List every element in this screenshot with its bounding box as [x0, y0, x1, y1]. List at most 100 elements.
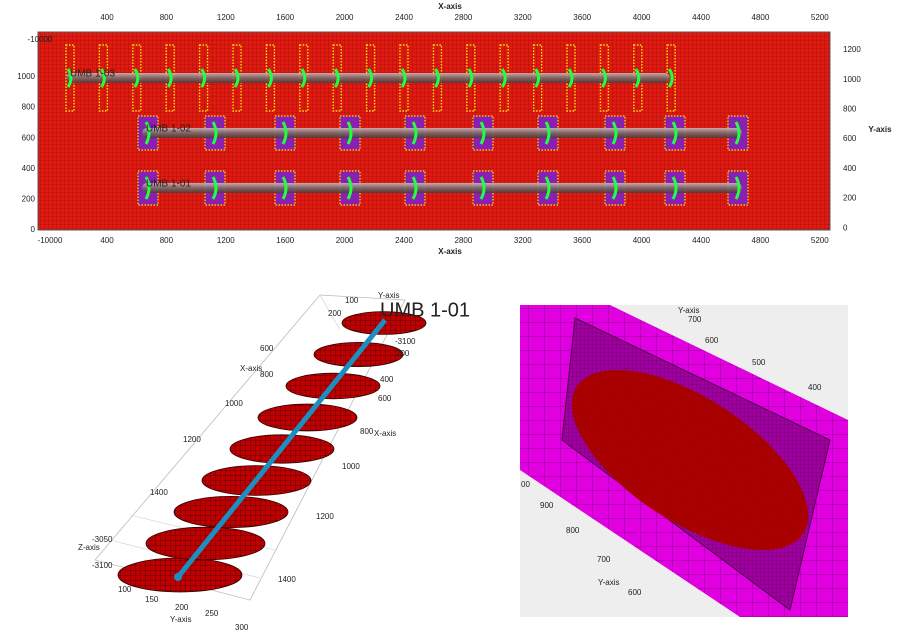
tick-label: 1200 — [316, 512, 334, 521]
x-tick-label: -10000 — [38, 236, 63, 245]
tick-label: 1200 — [183, 435, 201, 444]
wellbore — [176, 318, 387, 579]
x-tick-label: 5200 — [811, 13, 829, 22]
fracture — [100, 68, 106, 88]
fracture — [233, 68, 240, 88]
fracture — [144, 121, 151, 145]
x-tick-label: 800 — [160, 236, 174, 245]
well: UMB 1-01 — [137, 170, 749, 206]
fracture — [281, 121, 288, 145]
tick-label: 800 — [260, 370, 274, 379]
well-label: UMB 1-03 — [70, 69, 115, 80]
fracture — [333, 68, 340, 88]
fracture — [467, 68, 474, 88]
x-tick-label: 5200 — [811, 236, 829, 245]
x-tick-label: 400 — [100, 236, 114, 245]
tick-label: 1400 — [150, 488, 168, 497]
tick-label: 1000 — [225, 399, 243, 408]
x-tick-label: 1200 — [217, 13, 235, 22]
x-tick-label: 4400 — [692, 13, 710, 22]
fracture — [601, 68, 607, 88]
y-tick-label: 600 — [843, 134, 857, 143]
axis-title: X-axis — [438, 247, 462, 256]
fracture — [734, 176, 741, 200]
x-tick-label: 3200 — [514, 13, 532, 22]
wellbore — [142, 183, 742, 193]
tick-label: 200 — [175, 603, 189, 612]
y-tick-label: 800 — [22, 103, 36, 112]
tick-label: 150 — [145, 595, 159, 604]
top-view: 400 800 1200 1600 2000 2400 2800 3200 3600 4000 44… — [17, 2, 892, 256]
x-tick-label: 3600 — [573, 13, 591, 22]
fracture — [367, 68, 374, 88]
fracture — [211, 121, 218, 145]
tick-label: 800 — [360, 427, 374, 436]
x-tick-label: 1600 — [276, 13, 294, 22]
wellbore — [66, 73, 670, 83]
x-tick-label: 3200 — [514, 236, 532, 245]
fracture — [534, 68, 541, 88]
wellbore-end — [174, 573, 182, 581]
y-tick-label: 400 — [843, 164, 857, 173]
tick-label: 600 — [705, 336, 719, 345]
tick-label: 250 — [205, 609, 219, 618]
fracture — [300, 68, 307, 88]
well-title: UMB 1-01 — [380, 299, 470, 321]
y-tick-label: 0 — [843, 223, 848, 232]
well: UMB 1-02 — [137, 115, 749, 151]
fracture — [346, 176, 353, 200]
axis-title: Y-axis — [868, 125, 892, 134]
fracture-ellipse — [571, 369, 809, 551]
fracture — [671, 121, 678, 145]
fracture — [211, 176, 218, 200]
x-tick-label: 800 — [160, 13, 174, 22]
fracture — [166, 68, 173, 88]
fracture — [434, 68, 440, 88]
tick-label: 800 — [566, 526, 580, 535]
axis-title: Y-axis — [378, 291, 400, 300]
x-tick-label: 4000 — [633, 13, 651, 22]
well-label: UMB 1-02 — [146, 124, 191, 135]
view-3d: UMB 1-01Y-axisX-axisX-axisZ-axisY-axis10… — [78, 291, 470, 632]
tick-label: 100 — [118, 585, 132, 594]
fracture — [671, 176, 678, 200]
fracture — [667, 68, 674, 88]
tick-label: 00 — [521, 480, 530, 489]
fracture — [611, 121, 618, 145]
fracture — [281, 176, 288, 200]
tick-label: -3100 — [92, 561, 113, 570]
fracture — [411, 121, 418, 145]
y-tick-label: 800 — [843, 105, 857, 114]
tick-label: 400 — [808, 383, 822, 392]
fracture — [734, 121, 741, 145]
fracture — [479, 176, 486, 200]
tick-label: 300 — [235, 623, 249, 632]
tick-label: 700 — [688, 315, 702, 324]
x-tick-label: 1600 — [276, 236, 294, 245]
axis-title: X-axis — [374, 429, 396, 438]
fracture — [133, 68, 140, 88]
x-tick-label: 400 — [100, 13, 114, 22]
fracture — [611, 176, 618, 200]
tick-label: 1000 — [342, 462, 360, 471]
y-tick-label: 600 — [22, 133, 36, 142]
tick-label: 600 — [628, 588, 642, 597]
tick-label: 1400 — [278, 575, 296, 584]
x-tick-label: 4800 — [752, 13, 770, 22]
tick-label: 900 — [540, 501, 554, 510]
fracture — [200, 68, 207, 88]
x-tick-label: 2800 — [455, 236, 473, 245]
x-tick-label: 2800 — [455, 13, 473, 22]
tick-label: 700 — [597, 555, 611, 564]
tick-label: 600 — [378, 394, 392, 403]
x-tick-label: 1200 — [217, 236, 235, 245]
x-tick-label: 2400 — [395, 13, 413, 22]
tick-label: 400 — [380, 375, 394, 384]
well: UMB 1-03 — [65, 44, 676, 112]
x-tick-label: 3600 — [573, 236, 591, 245]
fracture — [144, 176, 151, 200]
wellbore — [142, 128, 742, 138]
tick-label: 100 — [345, 296, 359, 305]
